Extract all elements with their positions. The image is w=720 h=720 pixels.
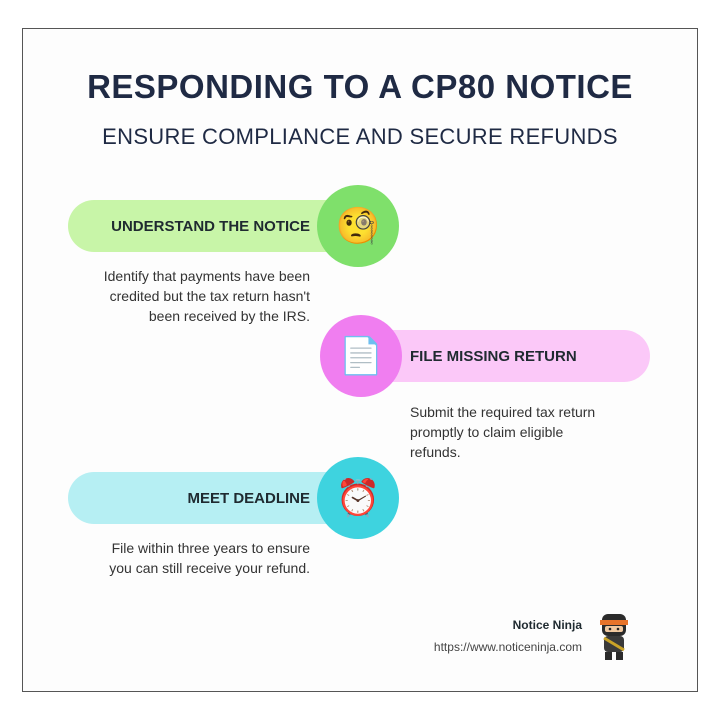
step-label: FILE MISSING RETURN: [410, 347, 577, 365]
alarm-clock-icon: ⏰: [317, 457, 399, 539]
monocle-face-icon: 🧐: [317, 185, 399, 267]
step-description: Submit the required tax return promptly …: [410, 404, 596, 460]
ninja-mascot-icon: [594, 612, 634, 662]
step-label: UNDERSTAND THE NOTICE: [111, 217, 310, 235]
brand-url[interactable]: https://www.noticeninja.com: [433, 640, 582, 654]
step-description: Identify that payments have been credite…: [103, 268, 310, 324]
step-file-pill: FILE MISSING RETURN: [350, 330, 650, 382]
step-understand-pill: UNDERSTAND THE NOTICE: [68, 200, 368, 252]
document-icon: 📄: [320, 315, 402, 397]
page-title: RESPONDING TO A CP80 NOTICE: [87, 68, 633, 105]
step-label: MEET DEADLINE: [187, 489, 310, 507]
step-description: File within three years to ensure you ca…: [109, 540, 310, 576]
brand-name: Notice Ninja: [512, 618, 582, 632]
page-subtitle: ENSURE COMPLIANCE AND SECURE REFUNDS: [102, 124, 618, 149]
